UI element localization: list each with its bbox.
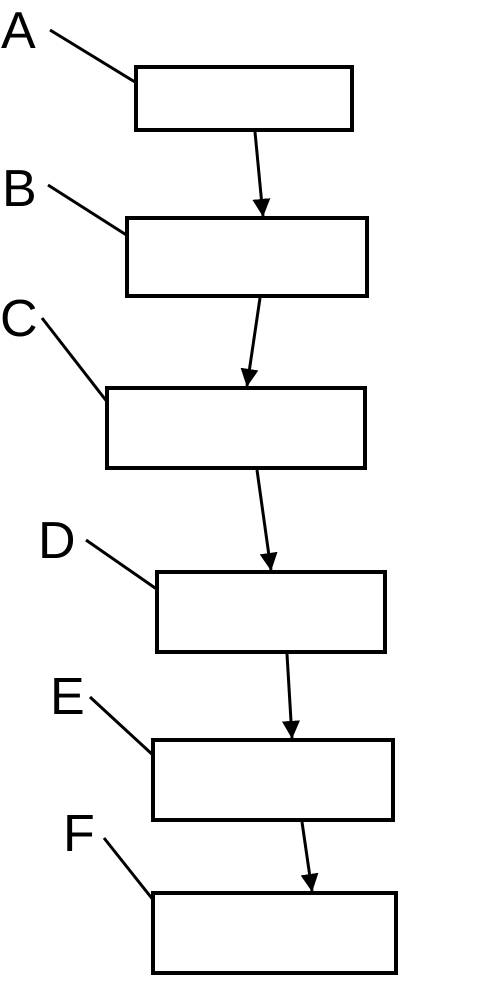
box-E [153,740,393,820]
node-A: A [1,2,352,130]
node-F: F [63,805,396,973]
box-B [127,218,367,296]
box-C [107,388,365,468]
flowchart-diagram: A B C D E F [0,0,501,981]
leader-D [86,540,158,590]
label-F: F [63,805,95,863]
box-F [153,893,396,973]
leader-E [90,697,154,756]
nodes: A B C D E F [0,2,396,973]
label-B: B [2,160,37,218]
node-C: C [0,290,365,468]
label-A: A [1,2,36,60]
leader-C [42,318,108,403]
label-D: D [38,512,76,570]
leader-A [50,30,135,82]
edge-B-C [247,298,260,386]
node-D: D [38,512,385,652]
edge-E-F [302,822,312,891]
leader-F [104,838,154,901]
label-E: E [50,668,85,726]
edge-D-E [287,654,292,738]
box-A [136,67,352,130]
node-B: B [2,160,367,296]
edge-C-D [257,470,271,570]
leader-B [48,185,128,236]
node-E: E [50,668,393,820]
label-C: C [0,290,38,348]
edge-A-B [255,132,263,216]
box-D [157,572,385,652]
